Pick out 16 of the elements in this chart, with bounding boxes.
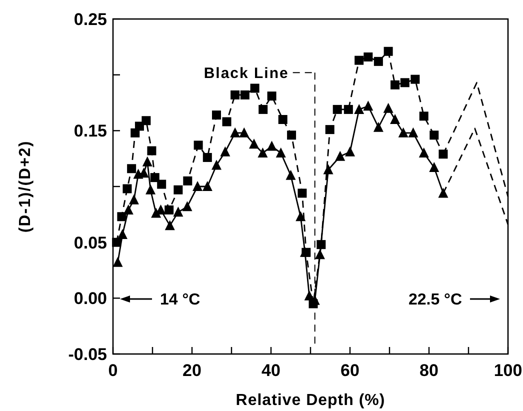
ref-line-label: Black Line bbox=[204, 64, 289, 82]
y-axis-title: (D-1)/(D+2) bbox=[17, 140, 34, 233]
x-axis-title: Relative Depth (%) bbox=[236, 392, 386, 409]
y-tick-label: 0.00 bbox=[74, 289, 107, 308]
x-tick-label: 100 bbox=[494, 361, 522, 380]
annotation: 22.5 °C bbox=[408, 292, 462, 309]
y-tick-label: -0.05 bbox=[68, 344, 107, 364]
x-tick-label: 80 bbox=[420, 361, 438, 380]
x-tick-label: 60 bbox=[340, 361, 360, 380]
y-tick-label: 0.15 bbox=[74, 122, 107, 141]
x-tick-label: 20 bbox=[182, 361, 202, 380]
y-tick-label: 0.25 bbox=[74, 10, 107, 29]
annotation: 14 °C bbox=[160, 292, 201, 309]
y-tick-label: 0.05 bbox=[74, 233, 107, 252]
x-tick-label: 0 bbox=[108, 361, 118, 380]
x-tick-label: 40 bbox=[262, 361, 280, 380]
